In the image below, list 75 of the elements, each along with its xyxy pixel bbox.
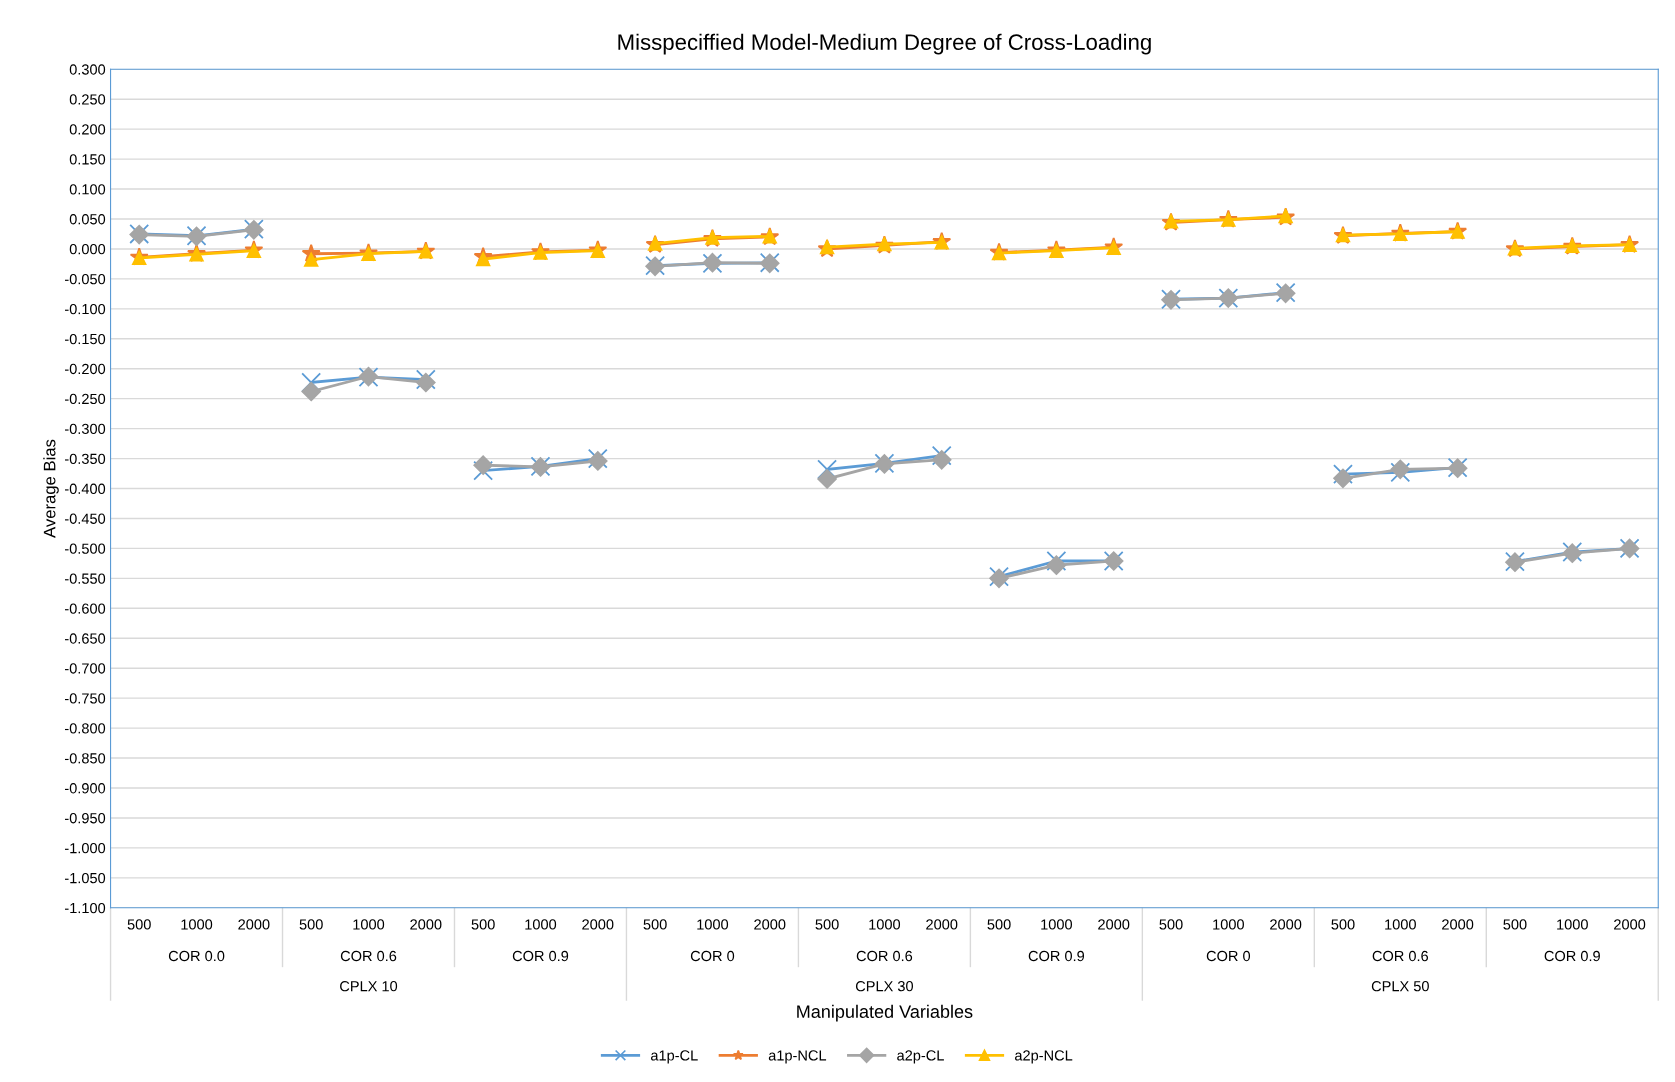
x-tick-label: 1000 [697, 919, 729, 930]
y-tick-label: -0.500 [64, 543, 106, 554]
y-tick-label: 0.200 [69, 124, 106, 135]
y-tick-label: -0.600 [64, 603, 106, 614]
x-tick-label: 2000 [1614, 919, 1646, 930]
y-tick-label: -1.000 [64, 843, 106, 854]
legend-label: a1p-NCL [768, 1050, 827, 1064]
x-tick-label: 500 [299, 919, 323, 930]
y-tick-label: 0.000 [69, 244, 106, 255]
x-tick-label: 1000 [181, 919, 213, 930]
y-tick-label: 0.100 [69, 184, 106, 195]
text: CPLX 10 [340, 981, 398, 992]
y-tick-label: 0.250 [69, 94, 106, 105]
text: COR 0 [1206, 950, 1251, 962]
x-tick-label: 2000 [410, 919, 442, 930]
legend-label: a1p-CL [651, 1050, 698, 1064]
x-tick-label: 2000 [754, 919, 786, 930]
y-axis-title: Average Bias [43, 439, 59, 538]
legend-label: a2p-CL [897, 1050, 944, 1064]
x-tick-label: 2000 [1270, 919, 1302, 930]
text: CPLX 50 [1371, 981, 1429, 992]
y-tick-label: -0.650 [64, 633, 106, 644]
x-tick-label: 500 [127, 919, 151, 930]
x-tick-label: 500 [643, 919, 667, 930]
y-tick-label: -0.250 [64, 393, 106, 405]
x-tick-label: 2000 [926, 919, 958, 930]
text: COR 0.0 [168, 950, 225, 962]
x-tick-label: 1000 [1041, 919, 1073, 930]
text: COR 0.9 [512, 950, 569, 962]
y-tick-label: -0.700 [64, 663, 106, 674]
y-tick-label: -0.800 [64, 723, 106, 734]
x-tick-label: 2000 [1098, 919, 1130, 930]
y-tick-label: -0.200 [64, 363, 106, 375]
x-tick-label: 500 [987, 919, 1011, 930]
y-tick-label: -0.300 [64, 423, 106, 435]
y-tick-label: -0.350 [64, 453, 106, 464]
text: COR 0.6 [856, 950, 913, 962]
text: COR 0.6 [340, 950, 397, 962]
x-tick-label: 1000 [1385, 919, 1416, 930]
x-tick-label: 500 [815, 919, 839, 930]
y-tick-label: 0.300 [69, 64, 106, 75]
y-tick-label: -1.050 [64, 872, 106, 884]
x-tick-label: 500 [1503, 919, 1527, 930]
y-tick-label: 0.050 [69, 214, 106, 225]
x-tick-label: 2000 [582, 919, 614, 930]
y-tick-label: -0.050 [64, 273, 106, 285]
x-tick-label: 2000 [1442, 919, 1474, 930]
text: CPLX 30 [855, 981, 914, 992]
y-tick-label: -0.900 [64, 783, 106, 794]
text: COR 0.9 [1028, 950, 1085, 962]
x-tick-label: 500 [471, 919, 495, 930]
x-tick-label: 1000 [1557, 919, 1588, 930]
x-tick-label: 1000 [353, 919, 385, 930]
y-tick-label: -0.100 [64, 303, 106, 315]
x-tick-label: 500 [1159, 919, 1183, 930]
x-tick-label: 1000 [1213, 919, 1244, 930]
y-tick-label: -0.450 [64, 513, 106, 524]
text: COR 0.6 [1372, 950, 1429, 962]
x-axis-title: Manipulated Variables [797, 1004, 973, 1022]
y-tick-label: -0.750 [64, 693, 106, 704]
y-tick-label: -0.950 [64, 813, 106, 824]
y-tick-label: -1.100 [64, 902, 106, 914]
x-tick-label: 1000 [525, 919, 557, 930]
y-tick-label: -0.400 [64, 483, 106, 494]
x-tick-label: 500 [1331, 919, 1355, 930]
y-tick-label: -0.550 [64, 573, 106, 584]
y-tick-label: 0.150 [69, 154, 106, 165]
y-tick-label: -0.150 [64, 333, 106, 345]
text: COR 0 [690, 950, 735, 962]
y-tick-label: -0.850 [64, 753, 106, 764]
x-tick-label: 2000 [238, 919, 270, 930]
legend-label: a2p-NCL [1015, 1050, 1073, 1064]
chart-title: Misspeciffied Model-Medium Degree of Cross-Loading [618, 33, 1151, 55]
text: COR 0.9 [1544, 950, 1600, 962]
x-tick-label: 1000 [869, 919, 901, 930]
